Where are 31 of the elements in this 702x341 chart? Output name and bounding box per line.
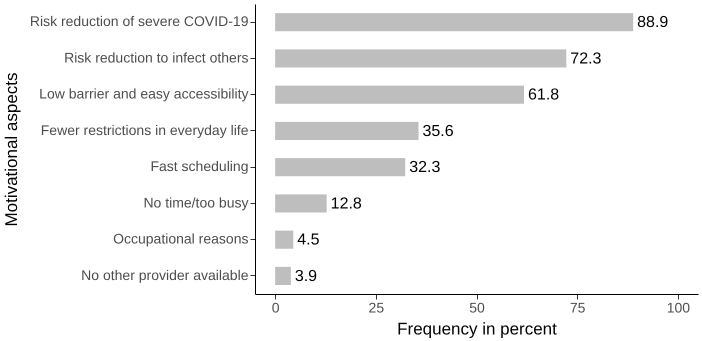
y-axis-title: Motivational aspects (2, 72, 21, 227)
x-tick-label: 25 (368, 300, 384, 316)
data-label: 88.9 (637, 14, 668, 32)
bar (275, 158, 406, 176)
x-tick-label: 0 (272, 300, 280, 316)
y-tick-label: Risk reduction of severe COVID-19 (30, 13, 249, 30)
bar (275, 194, 327, 212)
x-tick-label: 75 (570, 300, 586, 316)
data-label: 35.6 (422, 122, 454, 140)
bar (275, 13, 634, 32)
bar (275, 122, 419, 140)
data-label: 61.8 (528, 86, 560, 104)
bar (275, 86, 524, 104)
y-tick-label: No other provider available (81, 266, 249, 283)
y-tick-label: No time/too busy (143, 194, 248, 210)
y-tick-label: Risk reduction to infect others (64, 49, 248, 66)
bar (275, 266, 291, 285)
y-tick-label: Occupational reasons (113, 230, 248, 247)
y-tick-label: Fewer restrictions in everyday life (40, 122, 249, 138)
y-tick-label: Fast scheduling (150, 158, 248, 174)
data-label: 3.9 (294, 268, 318, 285)
bar (275, 230, 294, 249)
x-axis-title: Frequency in percent (397, 320, 558, 338)
data-label: 32.3 (409, 159, 440, 176)
x-tick-label: 50 (469, 300, 485, 316)
bar (275, 49, 566, 68)
data-label: 4.5 (297, 232, 320, 249)
x-tick-label: 100 (666, 300, 690, 316)
data-label: 12.8 (330, 195, 362, 212)
y-tick-label: Low barrier and easy accessibility (39, 86, 248, 102)
data-label: 72.3 (570, 50, 602, 68)
